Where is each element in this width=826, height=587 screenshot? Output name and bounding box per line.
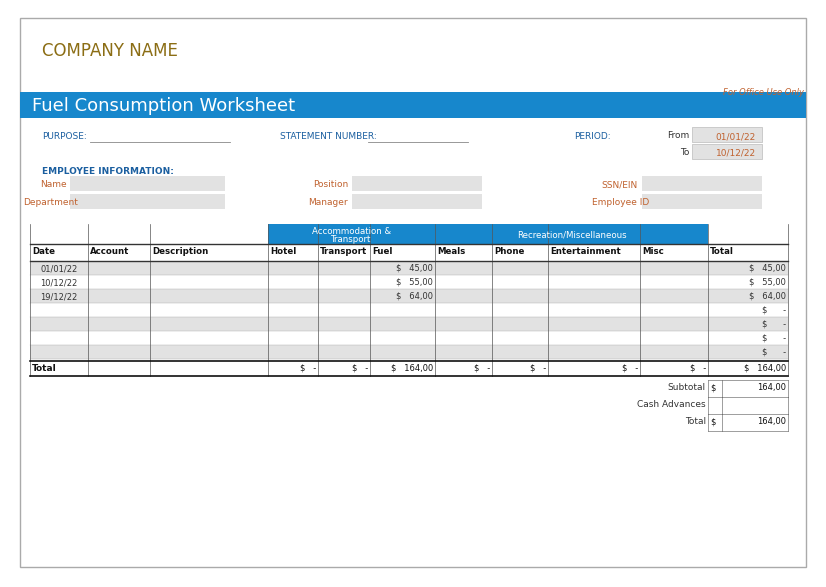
- Text: Cash Advances: Cash Advances: [638, 400, 706, 409]
- Text: 01/01/22: 01/01/22: [40, 264, 78, 273]
- Text: $      -: $ -: [762, 348, 786, 357]
- Text: 10/12/22: 10/12/22: [716, 149, 756, 158]
- Text: $   -: $ -: [352, 364, 368, 373]
- Text: $   55,00: $ 55,00: [396, 278, 433, 287]
- Text: Hotel: Hotel: [270, 247, 297, 256]
- Text: Accommodation &: Accommodation &: [312, 227, 391, 236]
- Text: Date: Date: [32, 247, 55, 256]
- Text: $   -: $ -: [474, 364, 490, 373]
- Bar: [642, 176, 762, 191]
- Bar: [30, 261, 788, 275]
- Bar: [30, 289, 788, 303]
- Bar: [30, 275, 788, 289]
- Text: Transport: Transport: [331, 235, 372, 244]
- Text: $      -: $ -: [762, 320, 786, 329]
- Text: Department: Department: [23, 198, 78, 207]
- Text: Meals: Meals: [437, 247, 465, 256]
- Text: Recreation/Miscellaneous: Recreation/Miscellaneous: [517, 231, 626, 240]
- Text: $   -: $ -: [300, 364, 316, 373]
- Text: Employee ID: Employee ID: [591, 198, 649, 207]
- Text: 164,00: 164,00: [757, 383, 786, 392]
- Bar: [692, 144, 762, 159]
- Text: Description: Description: [152, 247, 208, 256]
- Text: $   164,00: $ 164,00: [743, 364, 786, 373]
- Text: Total: Total: [710, 247, 733, 256]
- Text: SSN/EIN: SSN/EIN: [602, 180, 638, 189]
- Text: Fuel Consumption Worksheet: Fuel Consumption Worksheet: [32, 97, 295, 115]
- Text: Transport: Transport: [320, 247, 368, 256]
- Text: Entertainment: Entertainment: [550, 247, 621, 256]
- Text: 10/12/22: 10/12/22: [40, 278, 78, 287]
- Text: COMPANY NAME: COMPANY NAME: [42, 42, 178, 60]
- Text: Manager: Manager: [308, 198, 348, 207]
- Text: Subtotal: Subtotal: [668, 383, 706, 392]
- Text: 19/12/22: 19/12/22: [40, 292, 78, 301]
- Text: Total: Total: [685, 417, 706, 426]
- Text: PERIOD:: PERIOD:: [574, 132, 610, 141]
- Bar: [30, 345, 788, 359]
- Bar: [352, 194, 482, 209]
- Text: Misc: Misc: [642, 247, 664, 256]
- Text: Name: Name: [40, 180, 67, 189]
- Text: Account: Account: [90, 247, 130, 256]
- Text: $      -: $ -: [762, 334, 786, 343]
- Text: 164,00: 164,00: [757, 417, 786, 426]
- Text: $   45,00: $ 45,00: [749, 264, 786, 273]
- Text: $   164,00: $ 164,00: [391, 364, 433, 373]
- Text: $      -: $ -: [762, 306, 786, 315]
- Bar: [30, 331, 788, 345]
- Bar: [20, 92, 806, 118]
- Text: $   45,00: $ 45,00: [396, 264, 433, 273]
- Text: STATEMENT NUMBER:: STATEMENT NUMBER:: [280, 132, 377, 141]
- Text: $   -: $ -: [529, 364, 546, 373]
- Bar: [70, 194, 225, 209]
- Bar: [30, 303, 788, 317]
- Text: Position: Position: [313, 180, 348, 189]
- Text: From: From: [667, 131, 689, 140]
- Bar: [268, 224, 435, 244]
- Bar: [352, 176, 482, 191]
- Text: To: To: [680, 148, 689, 157]
- Text: $   64,00: $ 64,00: [396, 292, 433, 301]
- Text: For Office Use Only: For Office Use Only: [723, 88, 804, 97]
- Bar: [70, 176, 225, 191]
- Text: 01/01/22: 01/01/22: [716, 132, 756, 141]
- Text: PURPOSE:: PURPOSE:: [42, 132, 87, 141]
- Text: $   -: $ -: [690, 364, 706, 373]
- Text: $: $: [710, 383, 715, 392]
- Text: Total: Total: [32, 364, 57, 373]
- Text: $: $: [710, 417, 715, 426]
- Text: $   64,00: $ 64,00: [749, 292, 786, 301]
- Text: $   -: $ -: [622, 364, 638, 373]
- Bar: [435, 224, 708, 244]
- Text: Phone: Phone: [494, 247, 525, 256]
- Text: Fuel: Fuel: [372, 247, 392, 256]
- Bar: [30, 317, 788, 331]
- Text: EMPLOYEE INFORMATION:: EMPLOYEE INFORMATION:: [42, 167, 174, 176]
- Bar: [692, 127, 762, 142]
- Bar: [642, 194, 762, 209]
- Text: $   55,00: $ 55,00: [749, 278, 786, 287]
